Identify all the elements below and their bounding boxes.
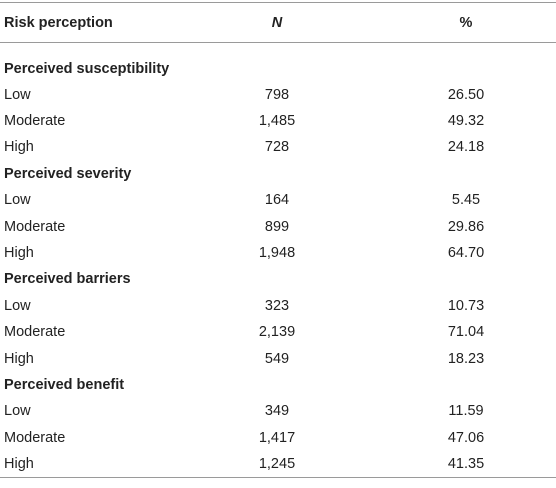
- section-title: Perceived susceptibility: [4, 60, 170, 77]
- cell: 728: [264, 139, 290, 156]
- cell: 18.23: [447, 350, 485, 367]
- data-row: Low 349 11.59: [0, 398, 556, 424]
- cell: High: [4, 350, 34, 367]
- section-title: Perceived barriers: [4, 271, 131, 288]
- cell: 798: [264, 86, 290, 103]
- risk-table: Risk perception N% Perceived susceptibili…: [0, 2, 556, 478]
- cell: Moderate: [4, 113, 66, 130]
- cell: 349: [264, 403, 290, 420]
- cell: 164: [264, 192, 290, 209]
- header-cell: N: [271, 14, 283, 31]
- cell: 29.86: [447, 218, 485, 235]
- cell: 899: [264, 218, 290, 235]
- header-cell: %: [459, 14, 473, 31]
- cell: Moderate: [4, 218, 66, 235]
- data-row: Low 798 26.50: [0, 82, 556, 108]
- cell: Low: [4, 86, 31, 103]
- data-row: High 1,948 64.70: [0, 240, 556, 266]
- section-row: Perceived benefit: [0, 372, 556, 398]
- cell: Low: [4, 192, 31, 209]
- cell: 41.35: [447, 455, 485, 472]
- section-title: Perceived benefit: [4, 376, 125, 393]
- data-row: Low 164 5.45: [0, 187, 556, 213]
- cell: 1,245: [258, 455, 296, 472]
- cell: 47.06: [447, 429, 485, 446]
- table-header: Risk perception N%: [0, 2, 556, 43]
- cell: 1,417: [258, 429, 296, 446]
- cell: 10.73: [447, 297, 485, 314]
- section-row: Perceived barriers: [0, 266, 556, 292]
- section-row: Perceived severity: [0, 161, 556, 187]
- cell: High: [4, 245, 34, 262]
- cell: 64.70: [447, 245, 485, 262]
- cell: Moderate: [4, 324, 66, 341]
- section-title: Perceived severity: [4, 165, 132, 182]
- cell: 1,485: [258, 113, 296, 130]
- header-row: Risk perception N%: [0, 2, 556, 43]
- cell: 49.32: [447, 113, 485, 130]
- cell: 323: [264, 297, 290, 314]
- section-row: Perceived susceptibility: [0, 43, 556, 82]
- table-body: Perceived susceptibility Low 798 26.50 Moder…: [0, 43, 556, 478]
- cell: Moderate: [4, 429, 66, 446]
- cell: 26.50: [447, 86, 485, 103]
- cell: 71.04: [447, 324, 485, 341]
- data-row: Moderate 2,139 71.04: [0, 319, 556, 345]
- header-cell: Risk perception: [4, 14, 113, 31]
- cell: 1,948: [258, 245, 296, 262]
- data-row: Moderate 899 29.86: [0, 213, 556, 239]
- data-row: Moderate 1,417 47.06: [0, 425, 556, 451]
- data-row: High 728 24.18: [0, 134, 556, 160]
- cell: 5.45: [451, 192, 481, 209]
- cell: 2,139: [258, 324, 296, 341]
- cell: 549: [264, 350, 290, 367]
- cell: High: [4, 139, 34, 156]
- cell: 24.18: [447, 139, 485, 156]
- data-row: High 1,245 41.35: [0, 451, 556, 477]
- data-row: High 549 18.23: [0, 345, 556, 371]
- cell: Low: [4, 403, 31, 420]
- data-row: Moderate 1,485 49.32: [0, 108, 556, 134]
- cell: Low: [4, 297, 31, 314]
- data-row: Low 323 10.73: [0, 293, 556, 319]
- cell: High: [4, 455, 34, 472]
- cell: 11.59: [448, 403, 484, 420]
